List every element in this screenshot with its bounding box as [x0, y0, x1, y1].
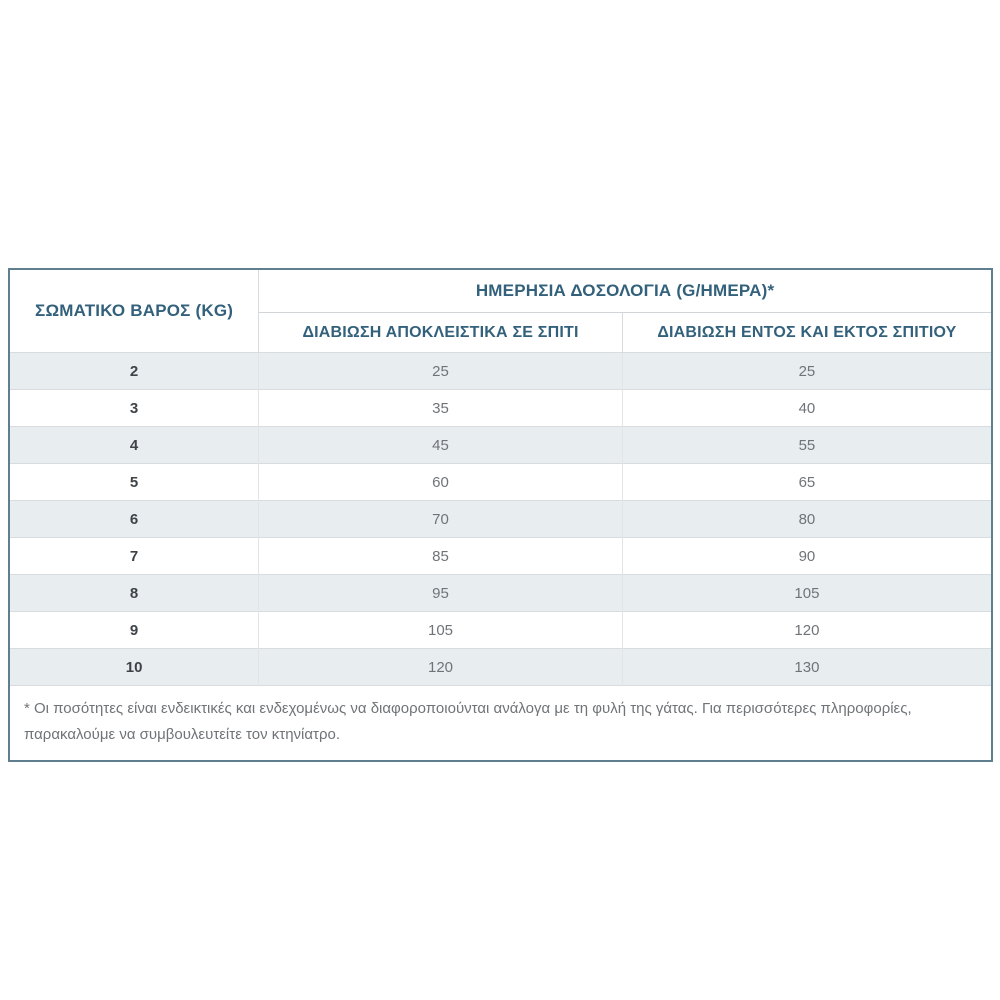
- table-footer: * Οι ποσότητες είναι ενδεικτικές και ενδ…: [9, 685, 992, 761]
- outdoor-dosage-cell: 130: [621, 648, 992, 686]
- outdoor-dosage-cell: 120: [621, 611, 992, 649]
- outdoor-dosage-cell: 65: [621, 463, 992, 501]
- table-row: 4 45 55: [9, 426, 992, 464]
- outdoor-dosage-cell: 55: [621, 426, 992, 464]
- table-row: 2 25 25: [9, 352, 992, 390]
- indoor-dosage-cell: 70: [258, 500, 623, 538]
- table-row: 10 120 130: [9, 648, 992, 686]
- col-header-indoor: ΔΙΑΒΙΩΣΗ ΑΠΟΚΛΕΙΣΤΙΚΑ ΣΕ ΣΠΙΤΙ: [302, 323, 579, 341]
- weight-cell: 4: [9, 426, 259, 464]
- outdoor-dosage-cell: 40: [621, 389, 992, 427]
- footnote-row: * Οι ποσότητες είναι ενδεικτικές και ενδ…: [9, 685, 992, 761]
- table-body: 2 25 25 3 35 40 4 45 55 5 60 65: [9, 352, 992, 686]
- dosage-table-container: ΣΩΜΑΤΙΚΟ ΒΑΡΟΣ (KG) ΗΜΕΡΗΣΙΑ ΔΟΣΟΛΟΓΙΑ (…: [8, 268, 993, 762]
- weight-cell: 9: [9, 611, 259, 649]
- col-header-indoor-outdoor: ΔΙΑΒΙΩΣΗ ΕΝΤΟΣ ΚΑΙ ΕΚΤΟΣ ΣΠΙΤΙΟΥ: [621, 312, 992, 353]
- indoor-dosage-cell: 105: [258, 611, 623, 649]
- footnote: * Οι ποσότητες είναι ενδεικτικές και ενδ…: [9, 685, 992, 761]
- indoor-dosage-cell: 25: [258, 352, 623, 390]
- table-header: ΣΩΜΑΤΙΚΟ ΒΑΡΟΣ (KG) ΗΜΕΡΗΣΙΑ ΔΟΣΟΛΟΓΙΑ (…: [9, 269, 992, 353]
- table-row: 5 60 65: [9, 463, 992, 501]
- col-header-weight: ΣΩΜΑΤΙΚΟ ΒΑΡΟΣ (KG): [9, 269, 260, 353]
- table-row: 6 70 80: [9, 500, 992, 538]
- indoor-dosage-cell: 120: [258, 648, 623, 686]
- weight-cell: 6: [9, 500, 259, 538]
- weight-cell: 2: [9, 352, 259, 390]
- weight-cell: 7: [9, 537, 259, 575]
- col-header-dosage-group: ΗΜΕΡΗΣΙΑ ΔΟΣΟΛΟΓΙΑ (G/ΗΜΕΡΑ)*: [258, 269, 992, 313]
- indoor-dosage-cell: 95: [258, 574, 623, 612]
- outdoor-dosage-cell: 105: [621, 574, 992, 612]
- header-row-sub: ΔΙΑΒΙΩΣΗ ΑΠΟΚΛΕΙΣΤΙΚΑ ΣΕ ΣΠΙΤΙ ΔΙΑΒΙΩΣΗ …: [9, 312, 992, 353]
- indoor-dosage-cell: 35: [258, 389, 623, 427]
- indoor-dosage-cell: 85: [258, 537, 623, 575]
- table-row: 7 85 90: [9, 537, 992, 575]
- indoor-dosage-cell: 60: [258, 463, 623, 501]
- table-row: 8 95 105: [9, 574, 992, 612]
- outdoor-dosage-cell: 90: [621, 537, 992, 575]
- weight-cell: 10: [9, 648, 259, 686]
- outdoor-dosage-cell: 80: [621, 500, 992, 538]
- outdoor-dosage-cell: 25: [621, 352, 992, 390]
- indoor-dosage-cell: 45: [258, 426, 623, 464]
- weight-cell: 8: [9, 574, 259, 612]
- weight-cell: 3: [9, 389, 259, 427]
- table-row: 3 35 40: [9, 389, 992, 427]
- weight-cell: 5: [9, 463, 259, 501]
- header-row-group: ΣΩΜΑΤΙΚΟ ΒΑΡΟΣ (KG) ΗΜΕΡΗΣΙΑ ΔΟΣΟΛΟΓΙΑ (…: [9, 269, 992, 353]
- dosage-table: ΣΩΜΑΤΙΚΟ ΒΑΡΟΣ (KG) ΗΜΕΡΗΣΙΑ ΔΟΣΟΛΟΓΙΑ (…: [8, 268, 993, 762]
- table-row: 9 105 120: [9, 611, 992, 649]
